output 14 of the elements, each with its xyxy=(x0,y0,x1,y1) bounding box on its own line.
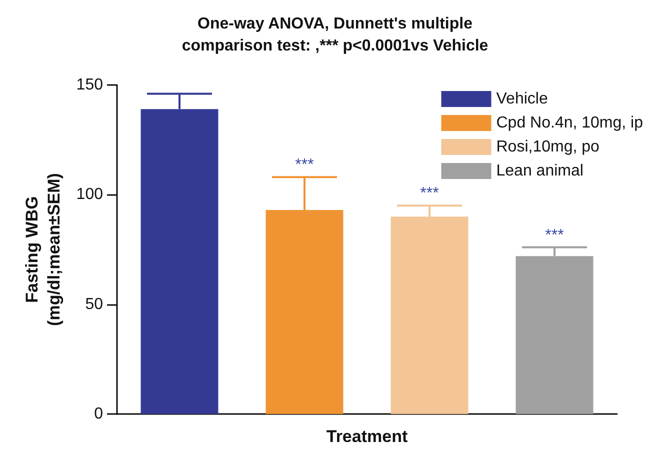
legend-label: Vehicle xyxy=(496,90,548,108)
legend-label: Cpd No.4n, 10mg, ip xyxy=(496,114,644,132)
data-label: *** xyxy=(420,185,439,202)
y-tick-label: 0 xyxy=(94,406,104,422)
y-axis-title: Fasting WBG (mg/dl;mean±SEM) xyxy=(22,173,64,326)
y-tick-label: 150 xyxy=(76,76,104,94)
y-tick-label: 50 xyxy=(85,296,104,313)
data-label: *** xyxy=(295,156,314,174)
data-label: *** xyxy=(545,226,564,244)
y-tick-label: 100 xyxy=(76,186,104,204)
x-axis-title: Treatment xyxy=(326,427,408,446)
chart-title: One-way ANOVA, Dunnett's multiple comparison test: ,*** p<0.0001vs Vehicle xyxy=(182,16,488,54)
legend-label: Lean animal xyxy=(496,162,584,180)
legend-label: Rosi,10mg, po xyxy=(496,138,600,156)
